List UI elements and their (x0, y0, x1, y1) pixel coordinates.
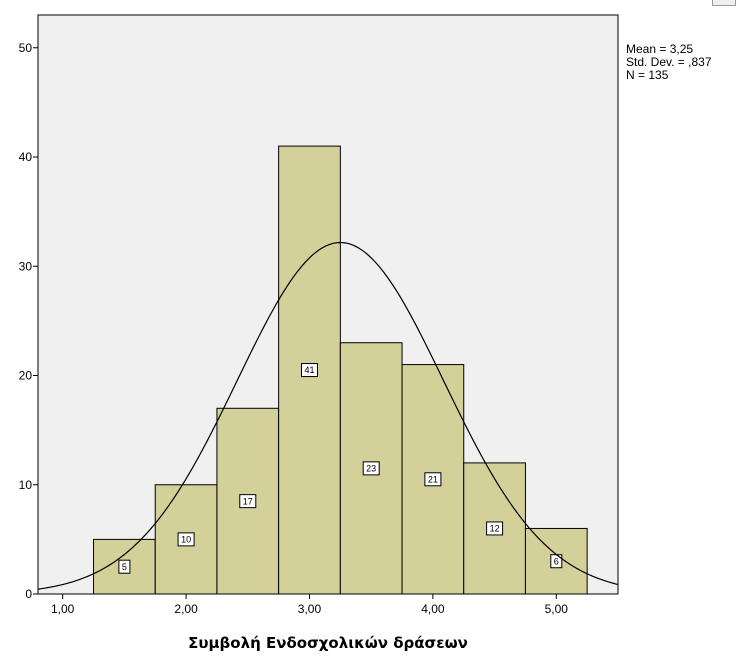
bars-group (93, 145, 588, 595)
bar-count-label-box (486, 521, 504, 536)
y-tick-label: 40 (19, 150, 33, 164)
bar-count-label-box (424, 472, 442, 487)
corner-decoration (712, 0, 736, 6)
x-tick-label: 1,00 (51, 602, 75, 616)
x-axis-label: Συμβολή Ενδοσχολικών δράσεων (188, 634, 468, 652)
bar-count-label: 6 (554, 556, 559, 566)
x-tick-label: 5,00 (545, 602, 569, 616)
bar-count-label: 5 (122, 562, 127, 572)
y-tick-label: 30 (19, 259, 33, 273)
bar-count-label: 17 (243, 496, 253, 506)
y-tick-label: 0 (25, 587, 32, 601)
stats-std-dev: Std. Dev. = ,837 (626, 55, 712, 69)
bar-count-label-box (118, 559, 131, 574)
stats-n: N = 135 (626, 68, 669, 82)
x-tick-label: 4,00 (421, 602, 445, 616)
bar-labels-group: 5 10 17 41 23 21 12 6 (118, 363, 563, 574)
y-tick-label: 20 (19, 369, 33, 383)
bar-count-label: 10 (181, 535, 191, 545)
y-tick-label: 50 (19, 41, 33, 55)
normal-curve (37, 241, 619, 590)
histogram-bar (463, 462, 526, 595)
bar-count-label-box (300, 363, 318, 378)
x-tick-label: 3,00 (298, 602, 322, 616)
y-tick-label: 10 (19, 478, 33, 492)
bar-count-label: 21 (428, 474, 438, 484)
x-tick-label: 2,00 (174, 602, 198, 616)
y-axis: 0 10 20 30 40 50 (19, 41, 38, 601)
bar-count-label: 23 (366, 464, 376, 474)
bar-count-label: 12 (490, 524, 500, 534)
bar-count-label-box (239, 494, 257, 509)
stats-box: Mean = 3,25 Std. Dev. = ,837 N = 135 (626, 43, 712, 82)
stats-mean: Mean = 3,25 (626, 42, 694, 56)
x-axis: 1,00 2,00 3,00 4,00 5,00 (51, 594, 568, 616)
bar-count-label-box (362, 461, 380, 476)
bar-count-label: 41 (304, 365, 314, 375)
bar-count-label-box (177, 532, 195, 547)
